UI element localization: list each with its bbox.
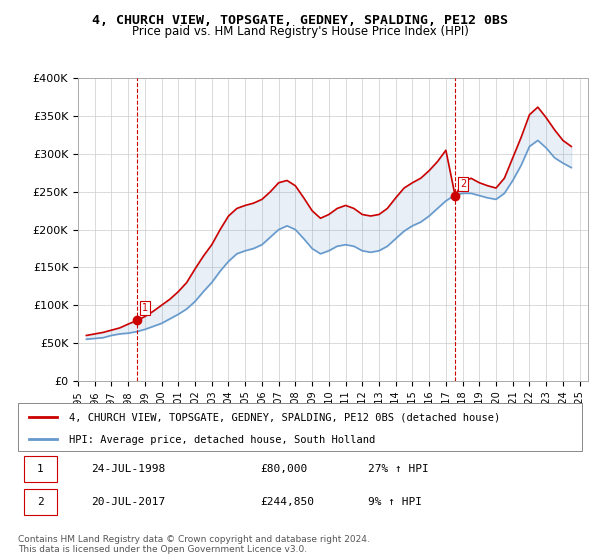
Text: 1: 1 xyxy=(37,464,44,474)
Text: £244,850: £244,850 xyxy=(260,497,314,507)
Text: 27% ↑ HPI: 27% ↑ HPI xyxy=(368,464,428,474)
FancyBboxPatch shape xyxy=(23,456,58,482)
Text: 2: 2 xyxy=(37,497,44,507)
Text: Contains HM Land Registry data © Crown copyright and database right 2024.
This d: Contains HM Land Registry data © Crown c… xyxy=(18,535,370,554)
Text: 1: 1 xyxy=(142,304,149,313)
Text: Price paid vs. HM Land Registry's House Price Index (HPI): Price paid vs. HM Land Registry's House … xyxy=(131,25,469,38)
Text: 20-JUL-2017: 20-JUL-2017 xyxy=(91,497,166,507)
Text: 2: 2 xyxy=(460,179,466,189)
Text: 4, CHURCH VIEW, TOPSGATE, GEDNEY, SPALDING, PE12 0BS: 4, CHURCH VIEW, TOPSGATE, GEDNEY, SPALDI… xyxy=(92,14,508,27)
Text: HPI: Average price, detached house, South Holland: HPI: Average price, detached house, Sout… xyxy=(69,435,375,445)
Text: 4, CHURCH VIEW, TOPSGATE, GEDNEY, SPALDING, PE12 0BS (detached house): 4, CHURCH VIEW, TOPSGATE, GEDNEY, SPALDI… xyxy=(69,413,500,422)
Text: £80,000: £80,000 xyxy=(260,464,308,474)
Text: 9% ↑ HPI: 9% ↑ HPI xyxy=(368,497,422,507)
Text: 24-JUL-1998: 24-JUL-1998 xyxy=(91,464,166,474)
FancyBboxPatch shape xyxy=(18,403,582,451)
FancyBboxPatch shape xyxy=(23,488,58,515)
